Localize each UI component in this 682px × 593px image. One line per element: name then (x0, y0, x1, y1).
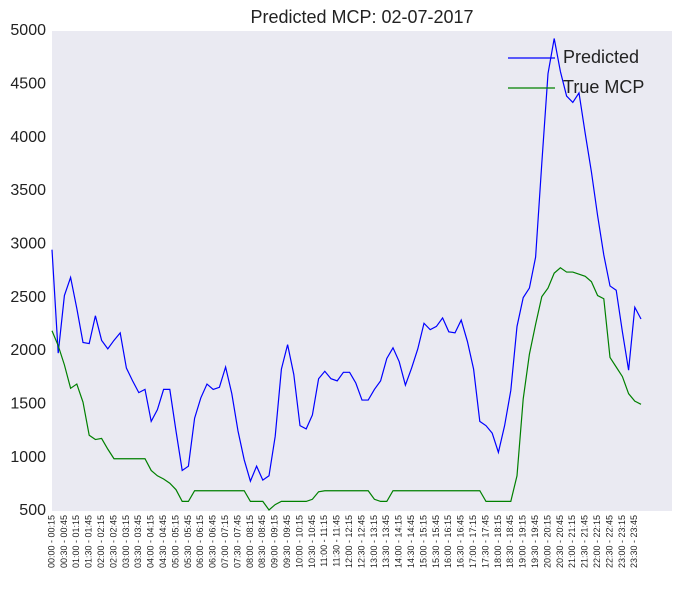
x-tick-label: 23:00 - 23:15 (617, 515, 627, 568)
y-tick-label: 4000 (10, 129, 46, 146)
series-line (51, 267, 642, 511)
x-tick-label: 14:30 - 14:45 (406, 515, 416, 568)
x-tick-label: 09:00 - 09:15 (270, 515, 280, 568)
x-tick-label: 21:00 - 21:15 (567, 515, 577, 568)
x-tick-label: 06:30 - 06:45 (208, 515, 218, 568)
x-tick-label: 00:30 - 00:45 (59, 515, 69, 568)
legend-label: Predicted (563, 47, 639, 67)
x-tick-label: 04:00 - 04:15 (146, 515, 156, 568)
x-tick-label: 13:30 - 13:45 (381, 515, 391, 568)
x-tick-label: 12:00 - 12:15 (344, 515, 354, 568)
x-tick-label: 01:30 - 01:45 (84, 515, 94, 568)
x-tick-label: 01:00 - 01:15 (71, 515, 81, 568)
x-tick-label: 16:30 - 16:45 (456, 515, 466, 568)
x-tick-label: 06:00 - 06:15 (195, 515, 205, 568)
y-tick-label: 500 (19, 502, 46, 519)
legend-label: True MCP (563, 77, 644, 97)
x-tick-label: 07:00 - 07:15 (220, 515, 230, 568)
x-tick-label: 07:30 - 07:45 (232, 515, 242, 568)
x-tick-label: 20:30 - 20:45 (555, 515, 565, 568)
x-tick-label: 22:30 - 22:45 (604, 515, 614, 568)
x-tick-label: 08:00 - 08:15 (245, 515, 255, 568)
y-tick-label: 2500 (10, 289, 46, 306)
x-tick-label: 00:00 - 00:15 (46, 515, 56, 568)
y-tick-label: 4500 (10, 76, 46, 93)
y-tick-label: 3500 (10, 182, 46, 199)
y-tick-label: 5000 (10, 22, 46, 39)
x-tick-label: 04:30 - 04:45 (158, 515, 168, 568)
x-tick-label: 08:30 - 08:45 (257, 515, 267, 568)
x-tick-label: 12:30 - 12:45 (356, 515, 366, 568)
x-tick-label: 17:00 - 17:15 (468, 515, 478, 568)
x-tick-label: 10:30 - 10:45 (307, 515, 317, 568)
x-tick-label: 18:00 - 18:15 (493, 515, 503, 568)
y-tick-label: 1500 (10, 396, 46, 413)
y-tick-label: 3000 (10, 236, 46, 253)
x-tick-label: 23:30 - 23:45 (629, 515, 639, 568)
x-tick-label: 17:30 - 17:45 (480, 515, 490, 568)
x-tick-label: 15:30 - 15:45 (431, 515, 441, 568)
x-tick-label: 13:00 - 13:15 (369, 515, 379, 568)
x-tick-label: 03:00 - 03:15 (121, 515, 131, 568)
x-tick-label: 21:30 - 21:45 (580, 515, 590, 568)
x-tick-label: 11:00 - 11:15 (319, 515, 329, 567)
x-tick-label: 19:30 - 19:45 (530, 515, 540, 568)
x-tick-label: 05:00 - 05:15 (170, 515, 180, 568)
x-tick-label: 14:00 - 14:15 (394, 515, 404, 568)
chart-title: Predicted MCP: 02-07-2017 (250, 7, 473, 27)
x-tick-label: 05:30 - 05:45 (183, 515, 193, 568)
x-tick-label: 02:30 - 02:45 (108, 515, 118, 568)
plot-area (52, 31, 672, 511)
series-line (51, 38, 642, 483)
x-tick-label: 18:30 - 18:45 (505, 515, 515, 568)
x-tick-label: 11:30 - 11:45 (332, 515, 342, 567)
x-tick-label: 19:00 - 19:15 (518, 515, 528, 568)
x-tick-label: 02:00 - 02:15 (96, 515, 106, 568)
x-tick-label: 10:00 - 10:15 (294, 515, 304, 568)
x-tick-label: 09:30 - 09:45 (282, 515, 292, 568)
x-tick-label: 03:30 - 03:45 (133, 515, 143, 568)
y-tick-label: 1000 (10, 449, 46, 466)
x-tick-label: 16:00 - 16:15 (443, 515, 453, 568)
x-tick-label: 20:00 - 20:15 (542, 515, 552, 568)
y-tick-label: 2000 (10, 342, 46, 359)
x-tick-label: 22:00 - 22:15 (592, 515, 602, 568)
x-tick-label: 15:00 - 15:15 (418, 515, 428, 568)
